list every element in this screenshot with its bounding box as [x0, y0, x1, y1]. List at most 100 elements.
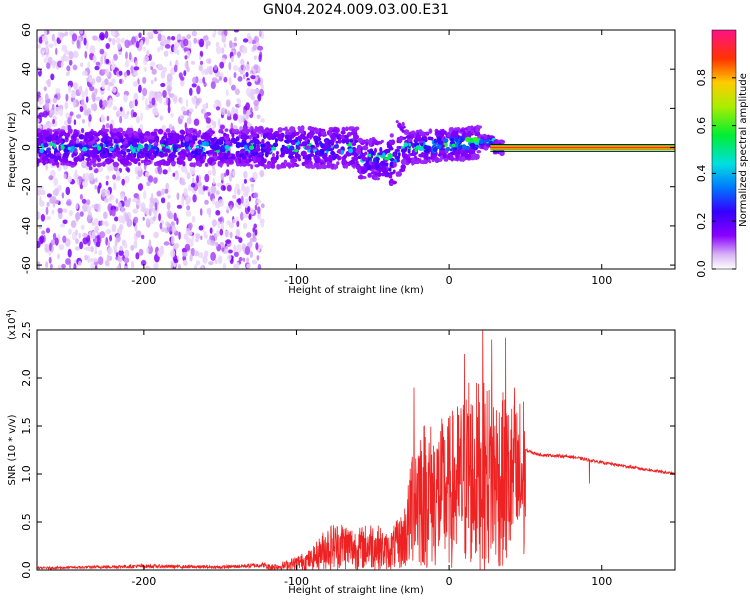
heatmap-cell: [242, 140, 247, 145]
heatmap-cell: [115, 37, 121, 44]
heatmap-cell: [214, 79, 220, 84]
heatmap-cell: [183, 47, 190, 52]
heatmap-cell: [140, 139, 145, 144]
heatmap-cell: [134, 166, 138, 175]
heatmap-cell: [395, 171, 400, 177]
heatmap-cell: [236, 97, 240, 104]
heatmap-cell: [65, 238, 71, 247]
heatmap-cell: [108, 196, 112, 202]
heatmap-cell: [215, 190, 220, 195]
heatmap-cell: [244, 187, 249, 196]
heatmap-cell: [153, 177, 158, 184]
heatmap-cell: [72, 99, 77, 109]
heatmap-cell: [209, 131, 213, 137]
heatmap-cell: [307, 164, 310, 169]
heatmap-cell: [113, 182, 117, 191]
heatmap-cell: [250, 164, 253, 170]
heatmap-cell: [192, 194, 197, 203]
heatmap-cell: [95, 96, 101, 102]
heatmap-cell: [94, 225, 99, 234]
heatmap-cell: [387, 153, 393, 159]
heatmap-cell: [119, 245, 124, 252]
heatmap-cell: [427, 136, 433, 141]
heatmap-cell: [362, 145, 369, 151]
heatmap-cell: [177, 263, 182, 269]
heatmap-cell: [242, 38, 249, 43]
heatmap-cell: [199, 208, 203, 216]
heatmap-cell: [137, 165, 142, 172]
heatmap-cell: [267, 132, 274, 139]
heatmap-cell: [184, 55, 188, 60]
heatmap-cell: [433, 140, 437, 144]
heatmap-cell: [207, 170, 212, 176]
heatmap-cell: [196, 85, 201, 95]
heatmap-cell: [40, 189, 46, 196]
heatmap-cell: [92, 55, 97, 63]
y-tick-label: -40: [20, 217, 33, 235]
heatmap-cell: [137, 78, 140, 85]
heatmap-cell: [98, 130, 103, 135]
heatmap-cell: [314, 157, 320, 164]
heatmap-cell: [231, 84, 236, 91]
heatmap-cell: [126, 111, 130, 115]
heatmap-cell: [76, 40, 81, 49]
heatmap-cell: [257, 263, 262, 269]
heatmap-cell: [285, 130, 289, 135]
y-tick-label: 60: [20, 23, 33, 37]
heatmap-cell: [249, 145, 255, 150]
heatmap-cell: [345, 138, 350, 145]
heatmap-cell: [76, 114, 82, 119]
heatmap-cell: [133, 92, 139, 102]
snr-scale-base: (x10: [7, 317, 18, 340]
heatmap-cell: [222, 185, 226, 191]
heatmap-cell: [171, 235, 175, 245]
heatmap-cell: [374, 147, 377, 154]
heatmap-cell: [210, 251, 217, 261]
heatmap-cell: [242, 222, 248, 230]
heatmap-cell: [454, 136, 459, 142]
heatmap-cell: [70, 220, 77, 229]
heatmap-cell: [352, 155, 359, 161]
heatmap-cell: [98, 250, 103, 256]
heatmap-cell: [145, 170, 150, 177]
heatmap-cell: [254, 204, 258, 211]
heatmap-cell: [299, 134, 305, 139]
heatmap-cell: [71, 91, 76, 99]
heatmap-cell: [260, 84, 264, 89]
heatmap-cell: [76, 138, 80, 145]
heatmap-cell: [237, 51, 241, 59]
heatmap-cell: [38, 97, 44, 105]
heatmap-cell: [143, 137, 148, 142]
heatmap-cell: [49, 263, 53, 269]
heatmap-cell: [99, 32, 105, 41]
heatmap-cell: [59, 223, 65, 228]
heatmap-cell: [92, 257, 99, 263]
heatmap-cell: [358, 175, 364, 180]
heatmap-cell: [423, 144, 428, 150]
heatmap-cell: [81, 160, 88, 169]
heatmap-cell: [195, 260, 201, 266]
heatmap-cell: [361, 157, 368, 162]
heatmap-cell: [148, 139, 154, 143]
heatmap-cell: [60, 162, 67, 166]
heatmap-cell: [224, 140, 230, 145]
heatmap-cell: [350, 151, 357, 156]
y-tick-label: -60: [20, 256, 33, 274]
heatmap-cell: [253, 88, 260, 95]
heatmap-cell: [249, 239, 253, 248]
heatmap-cell: [455, 153, 459, 159]
heatmap-cell: [369, 137, 373, 144]
colorbar-ticks: 0.0 0.2 0.4 0.6 0.8: [695, 69, 736, 278]
heatmap-cell: [68, 85, 72, 93]
heatmap-cell: [394, 155, 401, 160]
heatmap-cell: [205, 132, 211, 139]
heatmap-cell: [44, 93, 49, 101]
heatmap-cell: [432, 146, 438, 153]
heatmap-cell: [353, 134, 359, 140]
heatmap-cell: [82, 70, 88, 76]
heatmap-cell: [170, 249, 176, 258]
heatmap-cell: [323, 152, 328, 158]
heatmap-cell: [138, 84, 142, 94]
heatmap-cell: [87, 246, 91, 252]
heatmap-cell: [104, 78, 109, 86]
